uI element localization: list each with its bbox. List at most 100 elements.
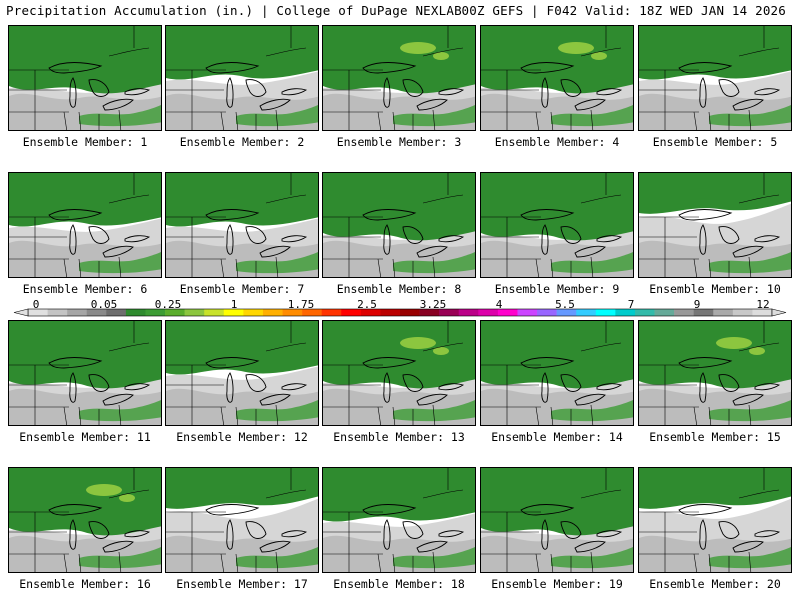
colorbar-swatch: [732, 309, 753, 316]
colorbar-swatch: [537, 309, 557, 316]
ensemble-member-map: [480, 320, 634, 426]
colorbar-swatch: [106, 309, 127, 316]
colorbar-swatch: [615, 309, 636, 316]
colorbar-swatch: [713, 309, 734, 316]
precipitation-colorbar: [13, 308, 787, 317]
ensemble-member-map: [480, 467, 634, 573]
precip-map-svg: [639, 173, 791, 277]
ensemble-member-label: Ensemble Member: 8: [336, 282, 462, 296]
ensemble-member-label: Ensemble Member: 6: [22, 282, 148, 296]
precip-map-svg: [323, 468, 475, 572]
precip-map-svg: [639, 321, 791, 425]
ensemble-member-map: [480, 172, 634, 278]
colorbar-tick-label: 4: [495, 298, 503, 311]
precip-map-svg: [323, 321, 475, 425]
colorbar-swatch: [184, 309, 205, 316]
ensemble-member-label: Ensemble Member: 15: [649, 430, 781, 444]
colorbar-swatch: [125, 309, 146, 316]
colorbar-swatch: [47, 309, 68, 316]
colorbar-tick-label: 12: [756, 298, 770, 311]
precip-map-svg: [166, 26, 318, 130]
ensemble-member-map: [8, 25, 162, 131]
precip-map-svg: [9, 468, 161, 572]
ensemble-member-label: Ensemble Member: 10: [649, 282, 781, 296]
colorbar-swatch: [595, 309, 616, 316]
ensemble-member-map: [165, 25, 319, 131]
ensemble-member-map: [8, 467, 162, 573]
colorbar-tick-label: 0: [32, 298, 40, 311]
colorbar-tick-label: 3.25: [419, 298, 447, 311]
precip-map-svg: [9, 26, 161, 130]
ensemble-member-map: [8, 320, 162, 426]
colorbar-tick-label: 1.75: [287, 298, 315, 311]
ensemble-member-map: [322, 320, 476, 426]
colorbar-swatch: [321, 309, 342, 316]
colorbar-max-arrow: [771, 308, 787, 317]
colorbar-swatch: [654, 309, 675, 316]
colorbar-tick-label: 2.5: [357, 298, 377, 311]
precip-map-svg: [9, 321, 161, 425]
precip-map-svg: [166, 173, 318, 277]
colorbar-swatch: [634, 309, 655, 316]
ensemble-member-label: Ensemble Member: 12: [176, 430, 308, 444]
ensemble-member-map: [165, 467, 319, 573]
ensemble-member-label: Ensemble Member: 1: [22, 135, 148, 149]
ensemble-member-label: Ensemble Member: 9: [494, 282, 620, 296]
ensemble-member-map: [165, 320, 319, 426]
ensemble-member-map: [165, 172, 319, 278]
colorbar-swatch: [693, 309, 714, 316]
colorbar-swatch: [380, 309, 401, 316]
colorbar-swatch: [262, 309, 283, 316]
colorbar-swatch: [28, 309, 48, 316]
ensemble-member-label: Ensemble Member: 5: [652, 135, 778, 149]
precip-map-svg: [481, 321, 633, 425]
ensemble-member-map: [322, 25, 476, 131]
colorbar-tick-label: 5.5: [555, 298, 575, 311]
ensemble-member-label: Ensemble Member: 19: [491, 577, 623, 591]
precip-map-svg: [166, 321, 318, 425]
colorbar-swatch: [165, 309, 185, 316]
colorbar-swatch: [302, 309, 322, 316]
ensemble-member-label: Ensemble Member: 18: [333, 577, 465, 591]
precip-map-svg: [323, 26, 475, 130]
colorbar-swatch: [674, 309, 694, 316]
colorbar-swatch: [439, 309, 460, 316]
colorbar-min-arrow: [13, 308, 29, 317]
ensemble-member-map: [638, 25, 792, 131]
ensemble-member-label: Ensemble Member: 7: [179, 282, 305, 296]
precip-map-svg: [639, 468, 791, 572]
colorbar-swatch: [204, 309, 225, 316]
colorbar-swatch: [556, 309, 577, 316]
colorbar-swatch: [752, 309, 773, 316]
precip-map-svg: [481, 173, 633, 277]
colorbar-swatch: [341, 309, 362, 316]
precip-map-svg: [166, 468, 318, 572]
ensemble-member-map: [638, 320, 792, 426]
precip-map-svg: [639, 26, 791, 130]
ensemble-member-label: Ensemble Member: 20: [649, 577, 781, 591]
colorbar-swatch: [478, 309, 499, 316]
colorbar-swatch: [360, 309, 381, 316]
precip-map-svg: [481, 26, 633, 130]
ensemble-member-label: Ensemble Member: 11: [19, 430, 151, 444]
ensemble-member-label: Ensemble Member: 13: [333, 430, 465, 444]
precip-map-svg: [323, 173, 475, 277]
ensemble-member-label: Ensemble Member: 17: [176, 577, 308, 591]
colorbar-swatch: [419, 309, 440, 316]
ensemble-member-map: [480, 25, 634, 131]
colorbar-swatch: [400, 309, 420, 316]
colorbar-swatch: [223, 309, 244, 316]
colorbar-tick-label: 0.25: [154, 298, 182, 311]
colorbar-swatch: [497, 309, 518, 316]
map-title: Precipitation Accumulation (in.) | Colle…: [6, 3, 462, 18]
ensemble-member-map: [638, 467, 792, 573]
precip-map-svg: [481, 468, 633, 572]
ensemble-member-label: Ensemble Member: 3: [336, 135, 462, 149]
colorbar-tick-label: 7: [627, 298, 635, 311]
colorbar-swatch: [145, 309, 166, 316]
precip-map-svg: [9, 173, 161, 277]
ensemble-member-label: Ensemble Member: 16: [19, 577, 151, 591]
run-valid-time: 00Z GEFS | F042 Valid: 18Z WED JAN 14 20…: [461, 3, 786, 18]
colorbar-swatch: [243, 309, 264, 316]
